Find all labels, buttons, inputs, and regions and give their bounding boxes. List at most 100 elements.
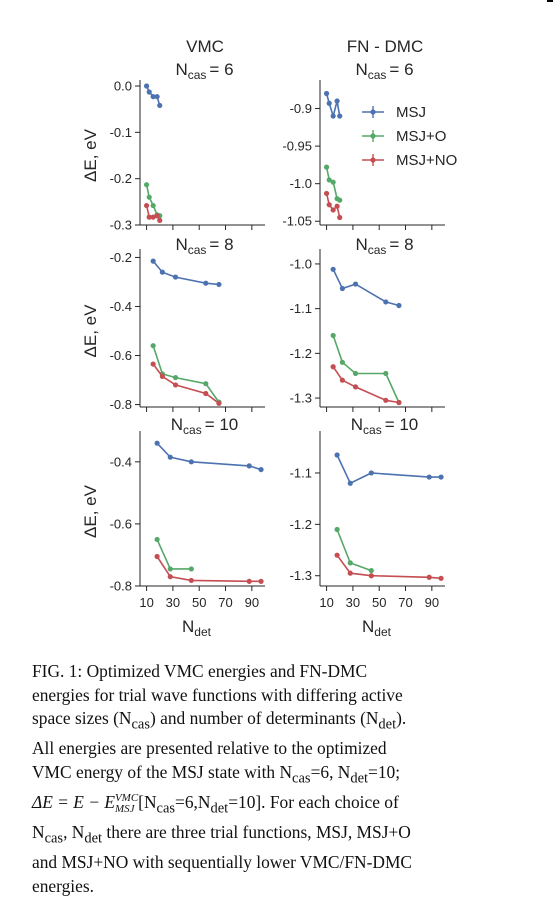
- data-point-MSJ+O: [150, 343, 156, 349]
- column-title-vmc: VMC: [186, 37, 224, 56]
- legend-label: MSJ+O: [396, 128, 446, 145]
- data-point-MSJ+O: [150, 202, 156, 209]
- ncas-subscript: cas: [183, 423, 202, 437]
- data-point-MSJ+O: [172, 374, 179, 381]
- data-point-MSJ+NO: [172, 382, 179, 388]
- y-tick-label: -1.1: [290, 465, 312, 480]
- ncas-symbol: N: [355, 60, 367, 79]
- y-tick-label: -0.8: [110, 397, 132, 412]
- data-point-MSJ: [203, 280, 209, 286]
- caption-text: N: [32, 821, 45, 842]
- caption-line-8: and MSJ+NO with sequentially lower VMC/F…: [32, 852, 413, 873]
- x-tick-label: 30: [166, 595, 180, 610]
- y-tick-label: -0.2: [110, 250, 132, 265]
- x-tick-label: 90: [245, 595, 259, 610]
- data-point-MSJ+NO: [330, 364, 336, 370]
- column-title-fndmc: FN - DMC: [347, 37, 423, 56]
- caption-text: ).: [396, 708, 407, 729]
- caption-text: space sizes (N: [32, 708, 132, 729]
- caption-text: =6, N: [310, 761, 351, 782]
- data-point-MSJ+NO: [154, 213, 160, 219]
- data-point-MSJ+NO: [154, 553, 160, 560]
- caption-subscript: det: [350, 770, 369, 787]
- data-point-MSJ: [154, 440, 160, 446]
- ncas-subscript: cas: [188, 68, 207, 82]
- caption-line-5: VMC energy of the MSJ state with Ncas=6,…: [32, 761, 537, 791]
- data-point-MSJ: [157, 102, 163, 109]
- data-point-MSJ: [334, 98, 340, 104]
- corner-mark: [547, 0, 553, 2]
- x-axis-label: Ndet: [182, 617, 212, 639]
- ncas-value: = 10: [205, 415, 239, 434]
- caption-line-7: Ncas, Ndet there are three trial functio…: [32, 821, 537, 851]
- x-tick-label: 50: [372, 595, 386, 610]
- panel-0: 0.0 -0.1 -0.2 -0.3 Ncas = 6 ΔE, eV: [81, 60, 265, 233]
- y-tick-label: -0.1: [110, 125, 132, 140]
- panel-title: Ncas = 10: [351, 415, 419, 437]
- caption-subscript: det: [84, 830, 103, 847]
- data-point-MSJ+NO: [326, 202, 332, 208]
- data-point-MSJ+NO: [337, 214, 343, 221]
- legend-marker: [370, 109, 376, 115]
- y-tick-label: -0.9: [290, 101, 312, 116]
- ncas-value: = 8: [389, 235, 413, 254]
- data-point-MSJ+NO: [368, 573, 374, 579]
- ncas-value: = 10: [385, 415, 419, 434]
- y-tick-label: 0.0: [114, 79, 132, 94]
- caption-subscript: cas: [131, 716, 150, 733]
- data-point-MSJ+NO: [347, 570, 353, 576]
- x-tick-label: 70: [398, 595, 412, 610]
- data-point-MSJ+NO: [330, 207, 336, 213]
- legend-label: MSJ: [396, 104, 426, 121]
- y-tick-label: -0.4: [110, 454, 132, 469]
- series-line-MSJ+NO: [336, 554, 442, 580]
- data-point-MSJ: [334, 452, 340, 458]
- data-point-MSJ: [330, 266, 336, 272]
- data-point-MSJ+NO: [426, 574, 432, 580]
- data-point-MSJ+NO: [352, 384, 359, 390]
- caption-text: =6,N: [175, 791, 211, 812]
- data-point-MSJ: [172, 274, 179, 280]
- data-point-MSJ: [383, 299, 389, 305]
- caption-subscript: cas: [156, 800, 176, 817]
- caption-equation: ΔE = E − E: [32, 791, 115, 812]
- data-point-MSJ: [188, 459, 194, 465]
- data-point-MSJ+NO: [188, 577, 194, 584]
- y-tick-label: -1.2: [290, 517, 312, 532]
- panel-title: Ncas = 8: [355, 235, 413, 257]
- data-point-MSJ+O: [334, 526, 340, 533]
- y-tick-label: -0.4: [110, 299, 132, 314]
- x-tick-label: 10: [319, 595, 333, 610]
- data-point-MSJ+O: [330, 179, 336, 185]
- y-tick-label: -1.0: [290, 256, 312, 271]
- panel-1: -0.9 -0.95 -1.0 -1.05 Ncas = 6: [282, 60, 445, 230]
- data-point-MSJ+O: [347, 560, 353, 566]
- ncas-symbol: N: [351, 415, 363, 434]
- data-point-MSJ+NO: [167, 574, 173, 580]
- y-tick-label: -1.05: [282, 214, 312, 229]
- data-point-MSJ: [258, 466, 264, 473]
- data-point-MSJ+O: [330, 332, 336, 339]
- data-point-MSJ: [330, 113, 336, 119]
- data-point-MSJ: [146, 89, 152, 95]
- y-tick-label: -0.2: [110, 171, 132, 186]
- data-point-MSJ+NO: [438, 575, 444, 581]
- x-tick-label: 10: [139, 595, 153, 610]
- series-line-MSJ+NO: [152, 363, 220, 404]
- data-point-MSJ+NO: [159, 373, 165, 379]
- y-tick-label: -0.95: [282, 139, 312, 154]
- y-tick-label: -1.2: [290, 346, 312, 361]
- data-point-MSJ+NO: [383, 397, 389, 403]
- panel-4: -0.4 -0.6 -0.8 10 30 50 70 90 Ncas = 10 ΔE, eV Ndet: [81, 415, 265, 639]
- legend: MSJ MSJ+O MSJ+NO: [362, 104, 457, 169]
- data-point-MSJ: [159, 269, 165, 275]
- caption-text: , N: [63, 821, 85, 842]
- panel-title: Ncas = 10: [171, 415, 239, 437]
- caption-subscript: det: [210, 800, 229, 817]
- data-point-MSJ: [347, 480, 353, 486]
- data-point-MSJ+NO: [396, 399, 402, 406]
- ncas-subscript: cas: [368, 68, 387, 82]
- x-tick-label: 70: [218, 595, 232, 610]
- caption-line-4: All energies are presented relative to t…: [32, 738, 387, 759]
- data-point-MSJ: [396, 302, 402, 309]
